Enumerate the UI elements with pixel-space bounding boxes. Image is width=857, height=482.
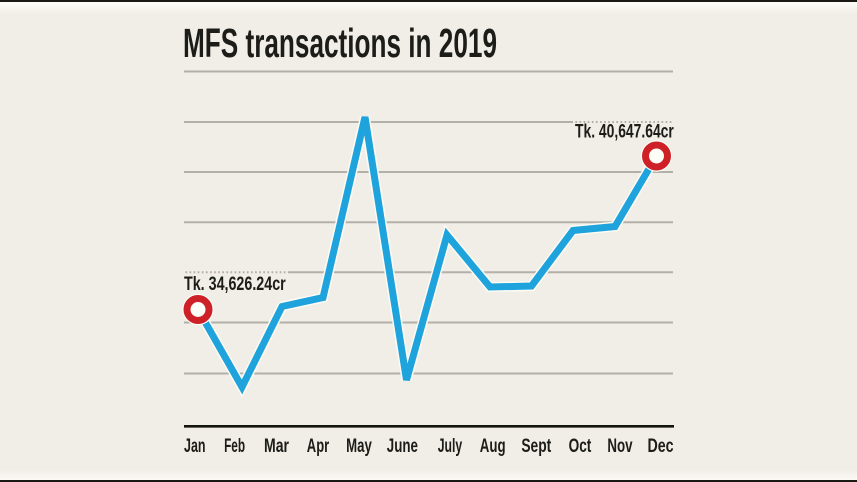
- svg-text:May: May: [346, 435, 372, 457]
- svg-text:Sept: Sept: [521, 435, 551, 457]
- svg-text:Apr: Apr: [307, 435, 330, 457]
- svg-text:Aug: Aug: [480, 435, 506, 457]
- svg-text:Mar: Mar: [264, 435, 289, 457]
- svg-text:Oct: Oct: [569, 435, 592, 457]
- svg-text:Tk. 34,626.24cr: Tk. 34,626.24cr: [184, 273, 286, 295]
- svg-text:MFS transactions in 2019: MFS transactions in 2019: [183, 20, 497, 66]
- svg-text:July: July: [438, 435, 463, 457]
- svg-text:Nov: Nov: [607, 435, 632, 457]
- svg-text:Dec: Dec: [647, 435, 673, 457]
- svg-text:Jan: Jan: [184, 435, 206, 457]
- svg-text:Feb: Feb: [224, 435, 245, 457]
- svg-text:Tk. 40,647.64cr: Tk. 40,647.64cr: [575, 121, 674, 143]
- svg-text:June: June: [387, 435, 418, 457]
